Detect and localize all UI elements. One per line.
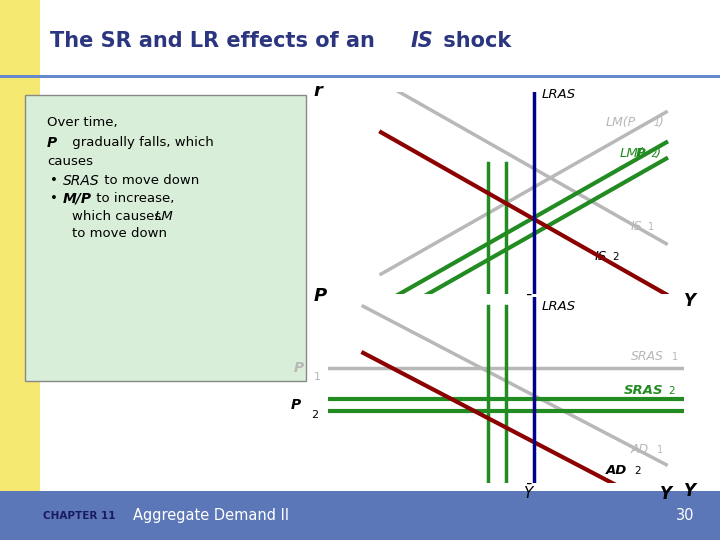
Text: LRAS: LRAS (541, 300, 575, 313)
Text: $\bar{Y}$: $\bar{Y}$ (523, 483, 535, 502)
Text: •: • (50, 192, 58, 205)
Text: The SR and LR effects of an: The SR and LR effects of an (50, 31, 382, 51)
Text: 2: 2 (668, 386, 675, 396)
Text: AD: AD (606, 464, 627, 477)
Text: to move down: to move down (100, 174, 199, 187)
Text: P: P (294, 361, 304, 375)
Text: 2: 2 (312, 410, 319, 420)
Text: causes: causes (47, 155, 93, 168)
Text: 1: 1 (654, 118, 660, 128)
Text: $\bar{Y}$: $\bar{Y}$ (523, 294, 535, 314)
Text: IS: IS (595, 250, 607, 263)
Text: which causes: which causes (72, 210, 166, 222)
Text: LRAS: LRAS (541, 88, 575, 101)
Text: CHAPTER 11: CHAPTER 11 (43, 511, 116, 521)
Text: Y: Y (660, 485, 672, 503)
Text: Y: Y (684, 482, 696, 501)
Text: SRAS: SRAS (624, 384, 663, 397)
Text: P: P (636, 146, 646, 160)
Text: gradually falls, which: gradually falls, which (68, 136, 214, 149)
Text: shock: shock (436, 31, 511, 51)
Text: M/P: M/P (63, 192, 91, 206)
Text: LM: LM (155, 210, 174, 222)
Text: LM(P: LM(P (606, 116, 636, 129)
Text: Y: Y (660, 296, 672, 314)
Text: SRAS: SRAS (631, 350, 663, 363)
Text: IS: IS (410, 31, 433, 51)
Text: •: • (50, 174, 58, 187)
Text: 1: 1 (657, 446, 663, 456)
Text: 1: 1 (672, 352, 678, 362)
Text: P: P (313, 287, 327, 305)
Text: 30: 30 (676, 508, 695, 523)
Text: 2: 2 (613, 252, 619, 262)
Bar (0, 0, 40, 491)
Text: ): ) (659, 116, 664, 129)
Text: IS: IS (631, 219, 642, 233)
Bar (0, 491, 720, 540)
Text: to move down: to move down (72, 227, 167, 240)
Text: 1: 1 (649, 221, 654, 232)
Text: Aggregate Demand II: Aggregate Demand II (133, 508, 289, 523)
Text: Over time,: Over time, (47, 116, 117, 129)
Bar (0, 75, 720, 78)
Text: P: P (47, 136, 57, 150)
Text: Y: Y (684, 293, 696, 310)
Text: 2: 2 (650, 148, 657, 159)
Text: AD: AD (631, 443, 649, 456)
Text: r: r (313, 82, 323, 100)
Text: LM(: LM( (620, 146, 644, 160)
Text: to increase,: to increase, (92, 192, 174, 205)
Text: ): ) (655, 146, 661, 160)
Text: 1: 1 (313, 372, 320, 382)
Text: P: P (290, 398, 300, 412)
FancyBboxPatch shape (25, 94, 306, 381)
Text: 2: 2 (634, 466, 641, 476)
Text: SRAS: SRAS (63, 174, 99, 188)
